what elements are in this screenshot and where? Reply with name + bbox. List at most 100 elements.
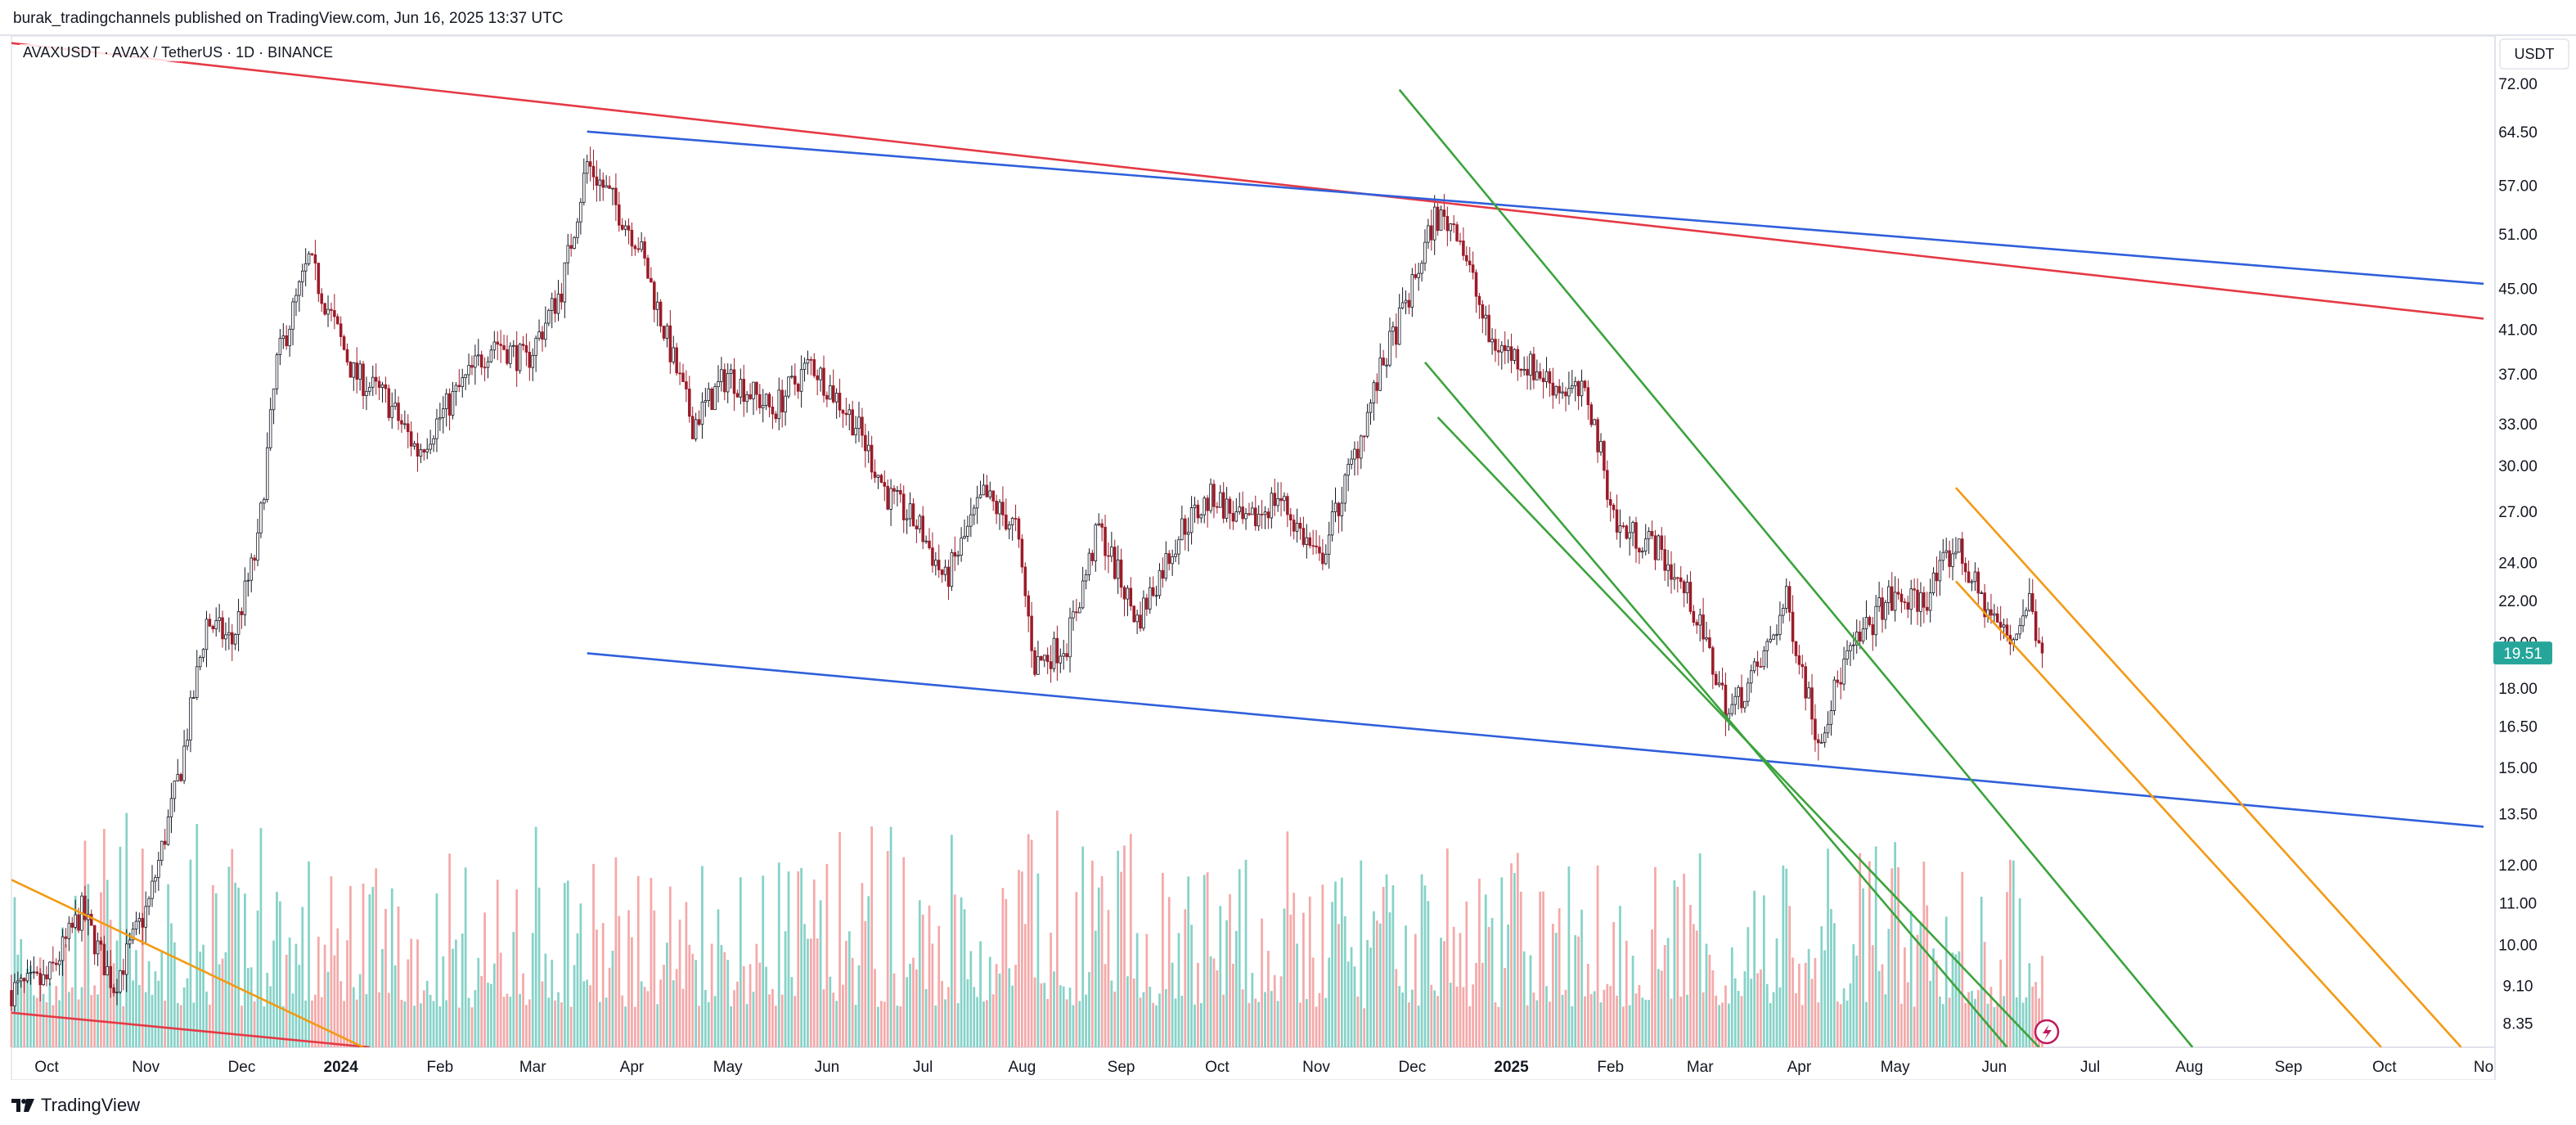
volume-bar-409	[1318, 992, 1321, 1047]
candle-body-495	[1593, 419, 1596, 425]
time-tick-20: Jun	[1982, 1059, 2007, 1076]
candle-body-190	[618, 204, 621, 226]
volume-bar-543	[1747, 927, 1750, 1047]
replay-icon[interactable]	[2034, 1019, 2060, 1045]
volume-bar-83	[276, 892, 278, 1047]
volume-bar-469	[1510, 863, 1513, 1047]
candle-body-61	[205, 619, 209, 650]
volume-bar-117	[384, 908, 387, 1047]
volume-bar-594	[1909, 911, 1913, 1047]
volume-bar-568	[1827, 848, 1829, 1047]
candle-body-84	[278, 338, 282, 355]
volume-bar-635	[2041, 956, 2043, 1047]
volume-bar-299	[966, 979, 969, 1047]
candle-body-370	[1193, 504, 1197, 509]
volume-bar-107	[352, 987, 355, 1047]
volume-bar-619	[1989, 987, 1993, 1047]
volume-bar-333	[1075, 892, 1078, 1047]
candle-body-87	[288, 328, 291, 347]
candle-body-617	[1983, 592, 1986, 618]
volume-bar-468	[1507, 924, 1509, 1047]
volume-bar-457	[1472, 984, 1474, 1047]
tradingview-logo[interactable]: TradingView	[11, 1095, 140, 1116]
candle-body-425	[1369, 403, 1373, 413]
volume-bar-429	[1382, 886, 1385, 1047]
volume-bar-81	[269, 986, 272, 1047]
volume-bar-314	[1014, 965, 1017, 1047]
volume-bar-28	[100, 892, 102, 1047]
candle-body-194	[630, 229, 634, 247]
candle-body-611	[1963, 563, 1967, 573]
volume-bar-540	[1737, 991, 1740, 1047]
candle-body-196	[636, 248, 641, 250]
candle-body-69	[230, 632, 234, 645]
volume-bar-348	[1123, 845, 1126, 1047]
candle-body-52	[176, 774, 180, 781]
symbol-description[interactable]: AVAXUSDT · AVAX / TetherUS · 1D · BINANC…	[20, 44, 337, 61]
volume-bar-174	[566, 880, 569, 1047]
volume-bar-570	[1833, 923, 1836, 1047]
candle-body-188	[611, 187, 614, 190]
volume-bar-611	[1964, 1003, 1967, 1047]
volume-bar-292	[944, 999, 946, 1047]
volume-bar-121	[397, 906, 400, 1047]
volume-bar-209	[678, 919, 681, 1047]
volume-bar-104	[343, 1001, 345, 1047]
volume-bar-123	[403, 1001, 407, 1047]
volume-bar-358	[1155, 1005, 1158, 1047]
volume-bar-435	[1401, 992, 1404, 1047]
candle-body-149	[486, 361, 490, 368]
candle-body-591	[1899, 593, 1904, 602]
volume-bar-580	[1865, 1001, 1868, 1047]
volume-bar-217	[704, 989, 707, 1047]
volume-bar-484	[1558, 908, 1561, 1047]
candle-body-587	[1887, 586, 1890, 603]
volume-bar-249	[807, 938, 809, 1047]
candle-body-399	[1286, 496, 1289, 515]
volume-bar-561	[1804, 962, 1807, 1047]
volume-bar-496	[1596, 865, 1599, 1047]
volume-bar-375	[1209, 956, 1212, 1047]
candle-body-44	[151, 880, 154, 899]
volume-bar-11	[45, 1001, 48, 1047]
volume-bar-281	[909, 963, 911, 1047]
volume-bar-133	[435, 893, 438, 1047]
volume-bar-283	[915, 969, 918, 1047]
volume-bar-154	[502, 997, 506, 1047]
candle-body-563	[1810, 687, 1814, 720]
volume-bar-90	[298, 965, 301, 1047]
last-price-label: 19.51	[2503, 646, 2542, 663]
volume-bar-464	[1494, 1002, 1497, 1047]
candle-body-468	[1506, 346, 1510, 351]
candle-body-217	[704, 400, 708, 403]
volume-bar-587	[1887, 929, 1890, 1047]
trendline-5	[1398, 88, 2194, 1047]
candle-body-376	[1212, 484, 1216, 507]
time-tick-2: Dec	[228, 1059, 256, 1076]
volume-bar-602	[1935, 961, 1938, 1047]
volume-bar-362	[1167, 897, 1171, 1047]
candle-body-339	[1094, 524, 1098, 561]
candle-body-356	[1148, 587, 1152, 610]
volume-bar-20	[74, 895, 77, 1047]
volume-bar-545	[1753, 890, 1756, 1047]
candle-body-79	[263, 499, 266, 504]
volume-bar-494	[1589, 993, 1593, 1047]
candle-body-136	[444, 393, 448, 410]
candle-body-369	[1189, 507, 1194, 533]
volume-bar-105	[346, 940, 348, 1047]
candle-body-622	[1998, 622, 2003, 628]
candle-body-315	[1017, 518, 1021, 540]
volume-bar-211	[685, 902, 688, 1047]
currency-box[interactable]: USDT	[2499, 38, 2569, 70]
candle-body-68	[227, 632, 231, 636]
candle-body-98	[323, 303, 326, 315]
volume-bar-546	[1756, 973, 1759, 1047]
volume-bar-287	[928, 905, 931, 1047]
candle-body-464	[1494, 339, 1497, 351]
price-chart[interactable]: 72.00 64.50 57.00 51.00 45.00 41.00 37.00 33.00…	[0, 0, 2576, 1080]
candle-body-16	[61, 936, 65, 961]
volume-bar-517	[1663, 945, 1666, 1047]
candle-body-374	[1206, 497, 1209, 511]
volume-bar-258	[835, 1001, 838, 1047]
